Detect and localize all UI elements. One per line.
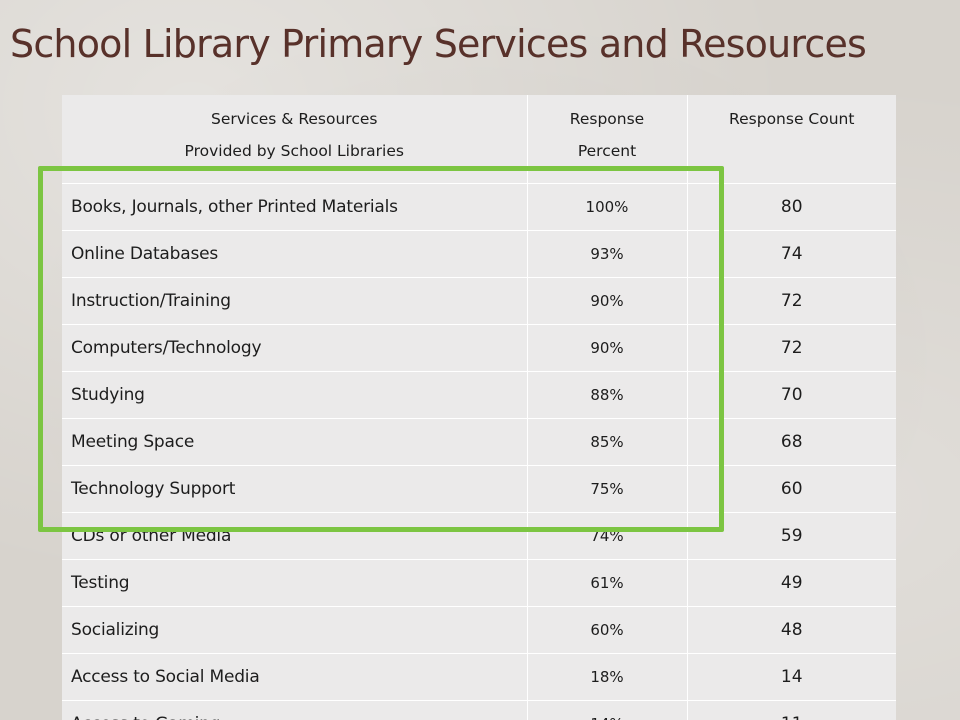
header-services-line2: Provided by School Libraries [184, 142, 404, 160]
row-response-percent: 88% [527, 371, 688, 419]
row-response-count: 60 [687, 465, 896, 513]
row-response-percent: 61% [527, 559, 688, 607]
row-response-count: 68 [687, 418, 896, 466]
row-service-name: Instruction/Training [62, 277, 528, 325]
table-row: Books, Journals, other Printed Materials… [62, 183, 896, 231]
table-row: Socializing 60% 48 [62, 606, 896, 654]
table-header-row: Services & Resources Provided by School … [62, 95, 896, 184]
services-table-container: Services & Resources Provided by School … [62, 95, 896, 720]
row-service-name: Socializing [62, 606, 528, 654]
table-row: CDs or other Media 74% 59 [62, 512, 896, 560]
table-row: Meeting Space 85% 68 [62, 418, 896, 466]
row-response-percent: 93% [527, 230, 688, 278]
header-services: Services & Resources Provided by School … [62, 95, 528, 184]
services-table: Services & Resources Provided by School … [62, 95, 896, 720]
row-response-percent: 18% [527, 653, 688, 701]
table-row: Online Databases 93% 74 [62, 230, 896, 278]
row-response-percent: 100% [527, 183, 688, 231]
slide-title: School Library Primary Services and Reso… [10, 22, 867, 66]
row-response-count: 74 [687, 230, 896, 278]
header-percent-line2: Percent [577, 142, 637, 160]
row-response-percent: 14% [527, 700, 688, 720]
table-row: Testing 61% 49 [62, 559, 896, 607]
header-count-label: Response Count [729, 110, 855, 128]
row-response-percent: 74% [527, 512, 688, 560]
row-response-count: 11 [687, 700, 896, 720]
table-row: Computers/Technology 90% 72 [62, 324, 896, 372]
table-row: Access to Social Media 18% 14 [62, 653, 896, 701]
row-response-percent: 90% [527, 277, 688, 325]
row-response-percent: 60% [527, 606, 688, 654]
row-response-percent: 90% [527, 324, 688, 372]
header-percent: Response Percent [527, 95, 688, 184]
row-response-count: 80 [687, 183, 896, 231]
row-service-name: Online Databases [62, 230, 528, 278]
header-services-line1: Services & Resources [211, 110, 378, 128]
row-service-name: Technology Support [62, 465, 528, 513]
row-response-count: 14 [687, 653, 896, 701]
row-service-name: Access to Gaming [62, 700, 528, 720]
row-response-count: 49 [687, 559, 896, 607]
row-response-count: 48 [687, 606, 896, 654]
row-response-count: 70 [687, 371, 896, 419]
header-percent-line1: Response [569, 110, 645, 128]
table-row: Instruction/Training 90% 72 [62, 277, 896, 325]
header-count: Response Count [687, 95, 896, 184]
row-response-count: 59 [687, 512, 896, 560]
table-row: Access to Gaming 14% 11 [62, 700, 896, 720]
table-row: Technology Support 75% 60 [62, 465, 896, 513]
row-service-name: Studying [62, 371, 528, 419]
row-service-name: CDs or other Media [62, 512, 528, 560]
row-response-count: 72 [687, 324, 896, 372]
row-service-name: Meeting Space [62, 418, 528, 466]
row-response-count: 72 [687, 277, 896, 325]
table-row: Studying 88% 70 [62, 371, 896, 419]
row-service-name: Books, Journals, other Printed Materials [62, 183, 528, 231]
row-service-name: Testing [62, 559, 528, 607]
row-service-name: Computers/Technology [62, 324, 528, 372]
row-response-percent: 85% [527, 418, 688, 466]
row-response-percent: 75% [527, 465, 688, 513]
row-service-name: Access to Social Media [62, 653, 528, 701]
